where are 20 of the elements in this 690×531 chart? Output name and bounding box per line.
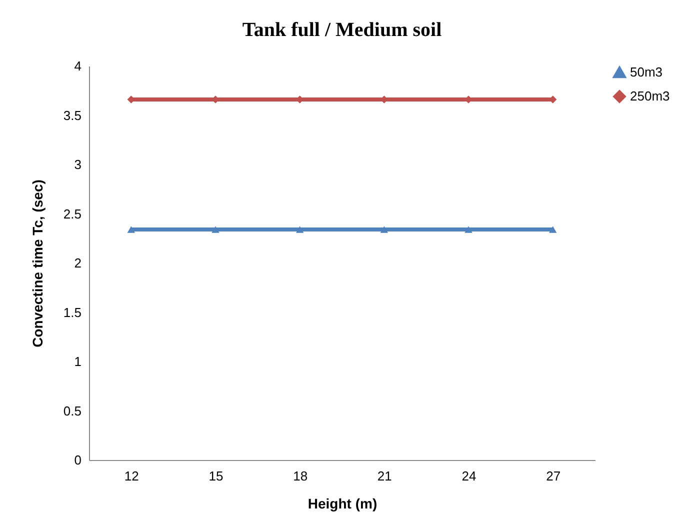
x-tick-label: 12	[124, 468, 139, 484]
y-axis-title: Convectine time Tc, (sec)	[29, 180, 46, 348]
y-tick-label: 3.5	[63, 108, 82, 123]
y-tick-label: 3	[74, 157, 82, 172]
y-tick-label: 0	[74, 452, 82, 468]
y-tick-label: 1.5	[63, 304, 82, 320]
y-tick-label: 0.5	[63, 403, 82, 418]
legend-label: 50m3	[630, 64, 663, 80]
x-tick-label: 18	[293, 468, 308, 484]
y-tick-label: 1	[74, 354, 82, 369]
x-tick-label: 21	[377, 468, 392, 484]
y-tick-label: 4	[74, 58, 82, 74]
legend-label: 250m3	[630, 88, 670, 104]
x-tick-label: 24	[462, 468, 476, 484]
x-axis-title: Height (m)	[308, 496, 378, 512]
y-tick-label: 2	[74, 256, 82, 270]
y-tick-label: 2.5	[63, 206, 82, 222]
chart-title: Tank full / Medium soil	[242, 19, 442, 41]
x-tick-label: 15	[208, 468, 224, 484]
x-tick-label: 27	[546, 468, 561, 484]
